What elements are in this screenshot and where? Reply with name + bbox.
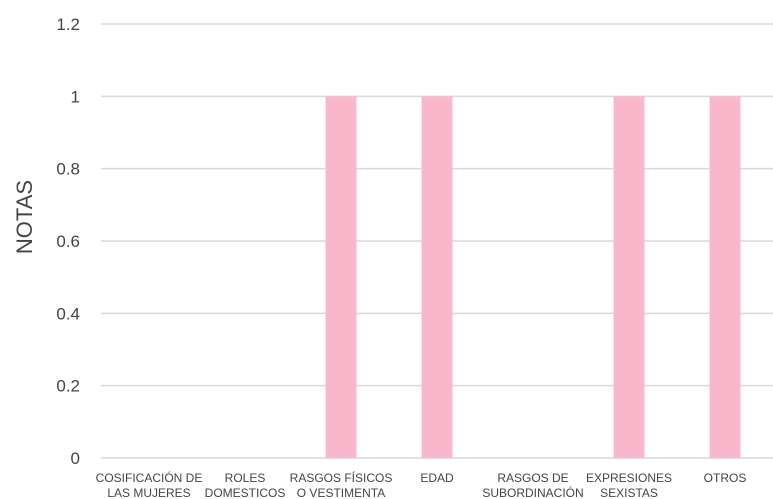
bar [421, 96, 453, 458]
x-category-label: RASGOS FÍSICOS O VESTIMENTA [290, 470, 393, 499]
x-category-label: EXPRESIONES SEXISTAS [586, 471, 672, 499]
bars [325, 96, 741, 458]
bar [709, 96, 741, 458]
y-tick-label: 1.2 [56, 15, 80, 34]
y-tick-label: 0.6 [56, 232, 80, 251]
x-category-label: OTROS [704, 471, 747, 485]
y-tick-label: 0.4 [56, 304, 80, 323]
y-tick-label: 0.8 [56, 160, 80, 179]
x-category-label: EDAD [420, 471, 454, 485]
y-axis-label: NOTAS [12, 180, 37, 254]
y-tick-label: 0 [71, 449, 80, 468]
bar [613, 96, 645, 458]
bar [325, 96, 357, 458]
x-category-label: RASGOS DE SUBORDINACIÓN [482, 471, 583, 499]
y-axis-tick-labels: 0 0.2 0.4 0.6 0.8 1 1.2 [56, 15, 80, 468]
y-tick-label: 1 [71, 87, 80, 106]
x-category-label: COSIFICACIÓN DE LAS MUJERES [96, 470, 203, 499]
x-category-label: ROLES DOMESTICOS [205, 471, 286, 499]
y-tick-label: 0.2 [56, 377, 80, 396]
